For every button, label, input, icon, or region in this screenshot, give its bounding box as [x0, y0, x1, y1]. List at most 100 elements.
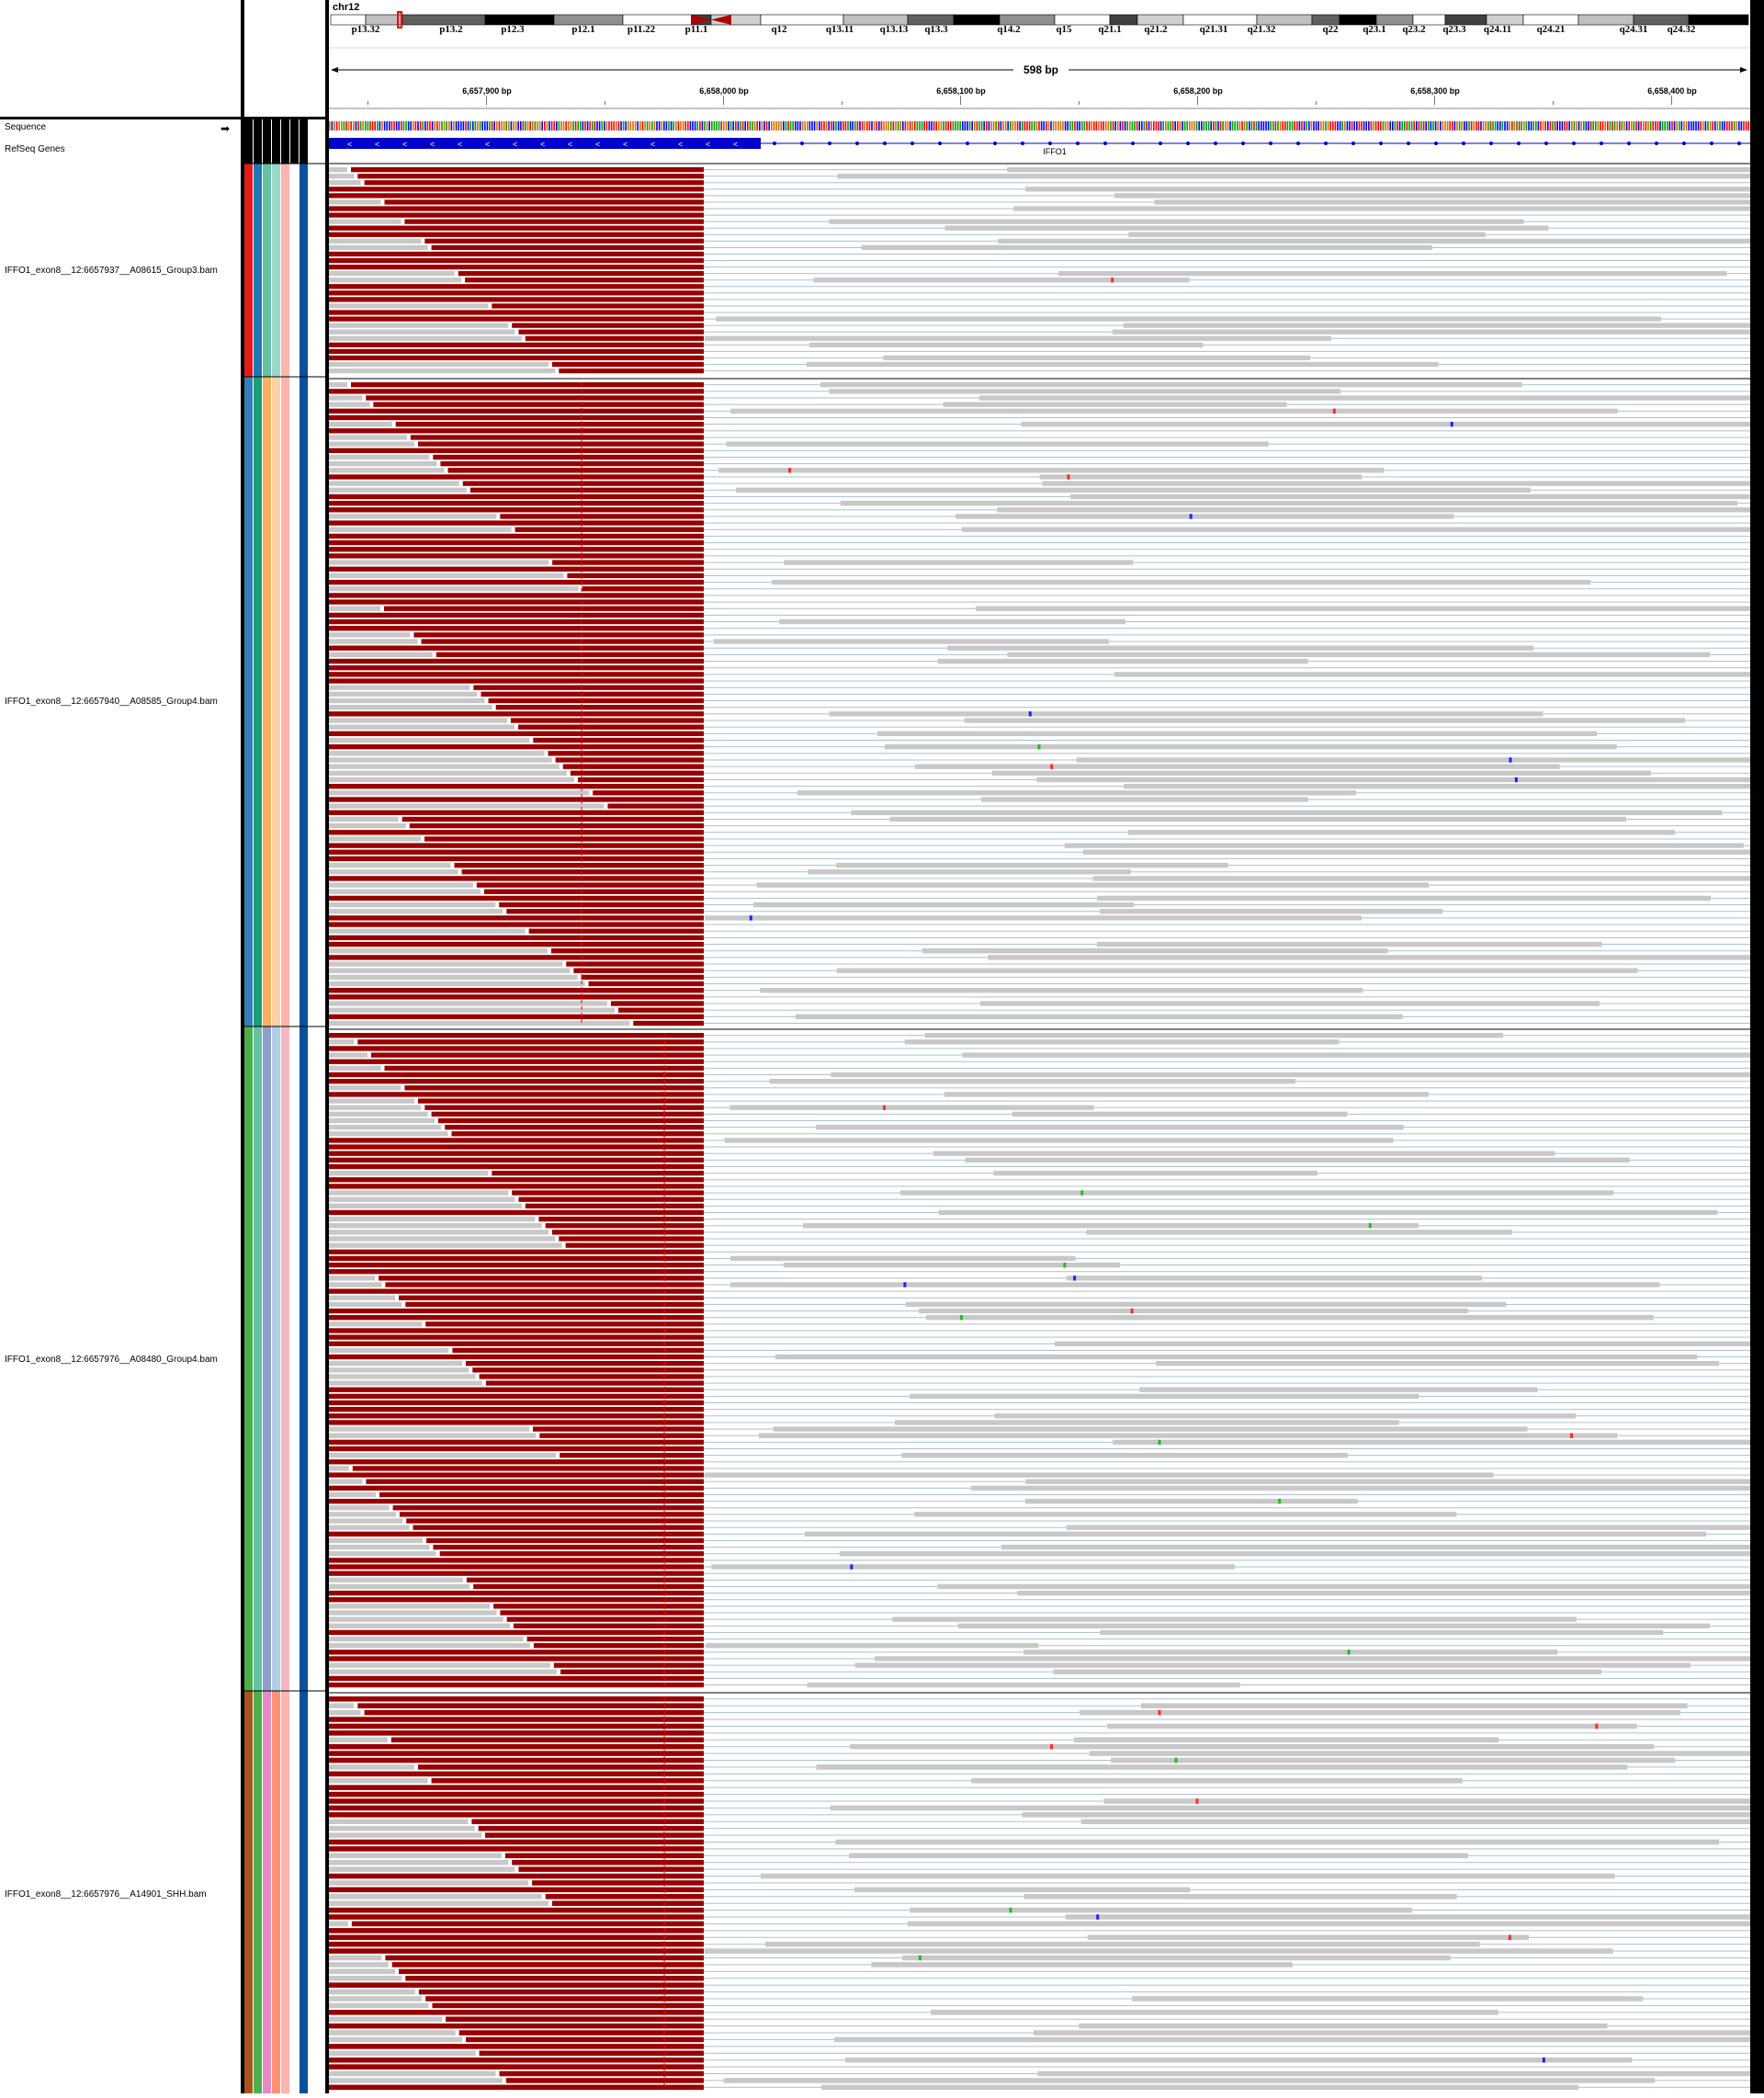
aligned-read [1025, 1479, 1750, 1484]
read-pair-line [704, 1376, 1750, 1378]
aligned-read [329, 1361, 462, 1367]
mismatch-base [1158, 1439, 1161, 1446]
mismatch-base [1595, 1723, 1599, 1729]
aligned-read [329, 1505, 390, 1511]
sequence-base [777, 121, 780, 130]
sequence-base [1249, 121, 1250, 130]
aligned-read [851, 810, 1723, 815]
cytoband-label: q21.32 [1247, 24, 1276, 35]
sequence-base [1023, 121, 1026, 130]
soft-clipped-read [329, 1682, 704, 1688]
aligned-read [756, 882, 1430, 888]
sequence-base [443, 121, 446, 130]
sequence-track-label[interactable]: Sequence [5, 122, 47, 132]
soft-clipped-read [329, 1696, 704, 1702]
aligned-read [883, 355, 1311, 361]
aligned-read [759, 1433, 1618, 1438]
read-pair-line [704, 1238, 1750, 1240]
gene-intron-marker [1462, 142, 1465, 145]
read-pair-line [704, 838, 1750, 840]
bam-track [329, 163, 1750, 374]
attribute-cell [281, 164, 289, 377]
sequence-base [1418, 121, 1420, 130]
sequence-base [529, 121, 531, 130]
aligned-read [329, 1955, 382, 1961]
alignment-tracks[interactable]: < < < < < < < < < < < < < < < [329, 119, 1750, 2093]
panel-divider-left[interactable] [241, 0, 244, 2093]
sequence-base [481, 121, 483, 130]
aligned-read [964, 718, 1686, 723]
aligned-read [329, 981, 585, 987]
soft-clipped-read [329, 500, 704, 506]
sequence-base [1203, 121, 1205, 130]
soft-clipped-read [329, 1255, 704, 1262]
sequence-base [1274, 121, 1277, 130]
panel-divider-right[interactable] [325, 0, 329, 2093]
sequence-base [732, 121, 734, 130]
sequence-base [943, 121, 944, 130]
cytoband-label: q21.1 [1098, 24, 1122, 35]
mismatch-base [1542, 2057, 1545, 2063]
aligned-read [834, 2036, 1750, 2043]
sequence-base [663, 121, 665, 130]
aligned-read [329, 271, 455, 277]
sequence-base [355, 121, 357, 130]
aligned-read [329, 1020, 630, 1026]
aligned-read [329, 1709, 361, 1716]
mismatch-base [918, 1955, 922, 1961]
aligned-read [994, 1413, 1576, 1419]
soft-clipped-read [329, 843, 704, 848]
sequence-base [491, 121, 493, 130]
gene-intron-marker [1600, 142, 1603, 145]
sequence-base [1380, 121, 1382, 130]
soft-clipped-read [526, 1636, 704, 1642]
ruler-tick [486, 96, 487, 105]
aligned-read [836, 862, 1228, 868]
sequence-base [680, 121, 682, 130]
aligned-read [329, 329, 515, 335]
sequence-base [1456, 121, 1458, 130]
aligned-read [329, 1065, 381, 1072]
sequence-base [592, 121, 594, 130]
sequence-base [1315, 121, 1317, 130]
strand-arrow-icon[interactable]: ➡ [220, 122, 231, 135]
ideogram-and-ruler[interactable] [329, 0, 1750, 117]
bam-track-label-1[interactable]: IFFO1_exon8__12:6657937__A08615_Group3.b… [5, 266, 218, 276]
sequence-base [1026, 121, 1028, 130]
refseq-track-label[interactable]: RefSeq Genes [5, 144, 65, 154]
attribute-color-columns[interactable] [241, 0, 325, 2093]
bam-track-label-4[interactable]: IFFO1_exon8__12:6657976__A14901_SHH.bam [5, 1889, 207, 1900]
aligned-read [329, 1301, 402, 1308]
ruler-tick [960, 96, 961, 105]
sequence-base [890, 121, 892, 130]
soft-clipped-read [618, 1007, 704, 1013]
read-pair-line [704, 1507, 1750, 1509]
aligned-read [329, 606, 380, 611]
sequence-base [823, 121, 825, 130]
sequence-base [1159, 121, 1162, 130]
cytoband-label: q13.3 [924, 24, 948, 35]
aligned-read [1054, 1341, 1750, 1346]
soft-clipped-read [329, 533, 704, 539]
bam-track-label-3[interactable]: IFFO1_exon8__12:6657976__A08480_Group4.b… [5, 1355, 218, 1365]
soft-clipped-read [329, 1420, 704, 1425]
sequence-base [1473, 121, 1475, 130]
bam-track-label-2[interactable]: IFFO1_exon8__12:6657940__A08585_Group4.b… [5, 697, 218, 707]
aligned-read [329, 1737, 388, 1743]
sequence-base [825, 121, 828, 130]
aligned-read [329, 1242, 562, 1248]
aligned-read [329, 822, 406, 829]
soft-clipped-read [433, 1544, 704, 1550]
gene-label[interactable]: IFFO1 [1043, 147, 1067, 156]
read-pair-line [704, 707, 1750, 709]
aligned-read [1114, 193, 1750, 198]
sequence-base [1174, 121, 1176, 130]
soft-clipped-read [426, 1537, 704, 1544]
soft-clipped-read [329, 187, 704, 192]
soft-clipped-read [567, 573, 704, 579]
aligned-read [956, 514, 1454, 519]
sequence-base [625, 121, 627, 130]
sequence-base [866, 121, 868, 130]
sequence-base [1480, 121, 1482, 130]
sequence-base [955, 121, 956, 130]
